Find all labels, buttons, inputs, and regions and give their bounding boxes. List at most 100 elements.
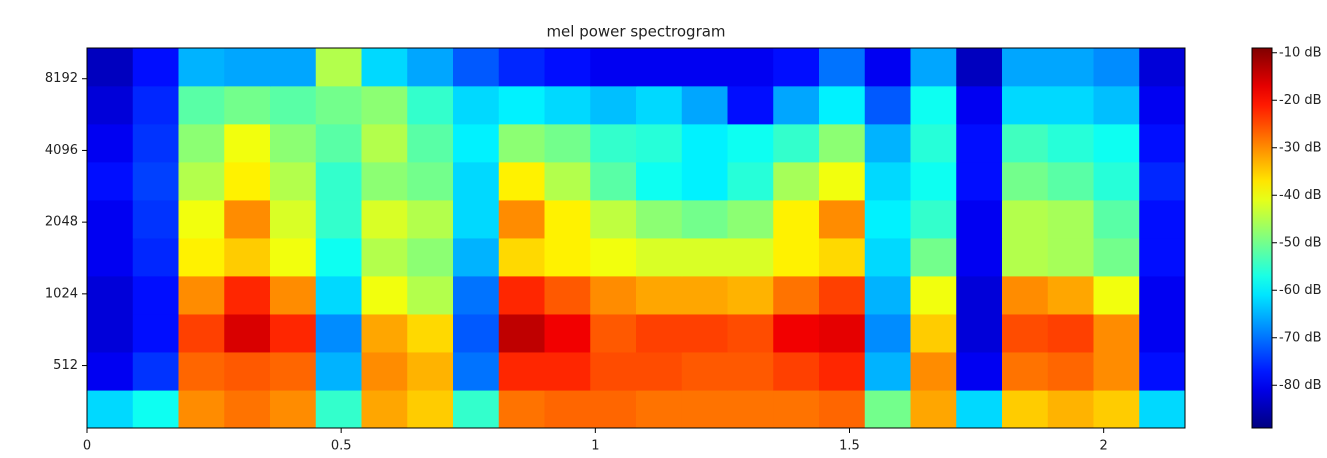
heatmap-cell (361, 48, 408, 87)
heatmap-cell (544, 351, 591, 391)
heatmap-cell (1139, 161, 1186, 201)
heatmap-cell (315, 123, 362, 163)
heatmap-cell (864, 313, 911, 353)
heatmap-cell (819, 161, 866, 201)
heatmap-cell (1002, 161, 1049, 201)
heatmap-cell (590, 237, 637, 277)
heatmap-cell (178, 199, 225, 239)
heatmap-cell (590, 123, 637, 163)
heatmap-cell (361, 313, 408, 353)
heatmap-cell (681, 48, 728, 87)
heatmap-cell (773, 123, 820, 163)
heatmap-cell (224, 313, 271, 353)
heatmap-cell (315, 85, 362, 125)
heatmap-cell (864, 199, 911, 239)
heatmap-cell (498, 275, 545, 315)
heatmap-cell (773, 313, 820, 353)
y-tick-label: 8192 (45, 71, 78, 86)
heatmap-cell (361, 85, 408, 125)
heatmap-cell (864, 351, 911, 391)
heatmap-cell (498, 48, 545, 87)
heatmap-cell (910, 199, 957, 239)
heatmap-cell (956, 123, 1003, 163)
heatmap-cell (681, 313, 728, 353)
heatmap-cell (315, 351, 362, 391)
heatmap-cell (1093, 275, 1140, 315)
heatmap-cell (407, 48, 454, 87)
heatmap-cell (498, 313, 545, 353)
heatmap-cell (453, 390, 500, 429)
heatmap-cell (270, 199, 317, 239)
colorbar-tick-label: -30 dB (1279, 140, 1322, 155)
heatmap-cell (956, 237, 1003, 277)
heatmap-cell (361, 199, 408, 239)
heatmap-cell (224, 390, 271, 429)
y-tick-label: 2048 (45, 215, 78, 230)
plot-frame (86, 47, 1186, 429)
heatmap-cell (1093, 199, 1140, 239)
heatmap-cell (590, 313, 637, 353)
heatmap-cell (361, 161, 408, 201)
x-tick-label: 0.5 (331, 439, 352, 454)
heatmap-cell (636, 161, 683, 201)
heatmap-cell (1047, 390, 1094, 429)
heatmap-cell (727, 199, 774, 239)
heatmap-cell (544, 48, 591, 87)
heatmap-cell (590, 161, 637, 201)
heatmap-cell (315, 161, 362, 201)
heatmap-cell (910, 351, 957, 391)
heatmap-cell (773, 161, 820, 201)
heatmap-cell (727, 85, 774, 125)
heatmap-cell (1047, 48, 1094, 87)
heatmap-cell (498, 390, 545, 429)
heatmap-cell (681, 161, 728, 201)
heatmap-cell (636, 123, 683, 163)
heatmap-cell (453, 85, 500, 125)
heatmap-cell (270, 123, 317, 163)
heatmap-cell (590, 390, 637, 429)
colorbar-tick-label: -80 dB (1279, 378, 1322, 393)
heatmap-cell (132, 85, 179, 125)
heatmap-cell (498, 237, 545, 277)
heatmap-cell (819, 275, 866, 315)
heatmap-cell (453, 237, 500, 277)
heatmap-cell (87, 199, 134, 239)
heatmap-cell (1002, 237, 1049, 277)
heatmap-cell (864, 85, 911, 125)
heatmap-cell (819, 123, 866, 163)
heatmap-cell (819, 390, 866, 429)
heatmap-cell (1047, 313, 1094, 353)
heatmap-cell (681, 237, 728, 277)
heatmap-cell (87, 48, 134, 87)
heatmap-cell (590, 351, 637, 391)
heatmap-cell (590, 275, 637, 315)
heatmap-cell (1047, 237, 1094, 277)
heatmap-cell (864, 237, 911, 277)
heatmap-cell (773, 48, 820, 87)
heatmap-cell (864, 48, 911, 87)
heatmap-cell (910, 85, 957, 125)
heatmap-cell (498, 161, 545, 201)
heatmap-cell (773, 390, 820, 429)
heatmap-cell (681, 123, 728, 163)
heatmap-cell (1093, 390, 1140, 429)
heatmap-cell (224, 237, 271, 277)
heatmap-cell (1002, 351, 1049, 391)
heatmap-cell (1047, 351, 1094, 391)
heatmap-cell (910, 161, 957, 201)
heatmap-cell (132, 123, 179, 163)
heatmap-cell (1093, 161, 1140, 201)
heatmap-cell (498, 85, 545, 125)
heatmap-cell (498, 123, 545, 163)
heatmap-cell (544, 275, 591, 315)
heatmap-cell (315, 313, 362, 353)
heatmap-cell (636, 237, 683, 277)
heatmap-cell (681, 390, 728, 429)
heatmap-cell (1002, 199, 1049, 239)
heatmap-cell (544, 161, 591, 201)
heatmap-cell (87, 390, 134, 429)
heatmap-cell (498, 199, 545, 239)
heatmap-cell (1002, 275, 1049, 315)
heatmap-cell (727, 161, 774, 201)
